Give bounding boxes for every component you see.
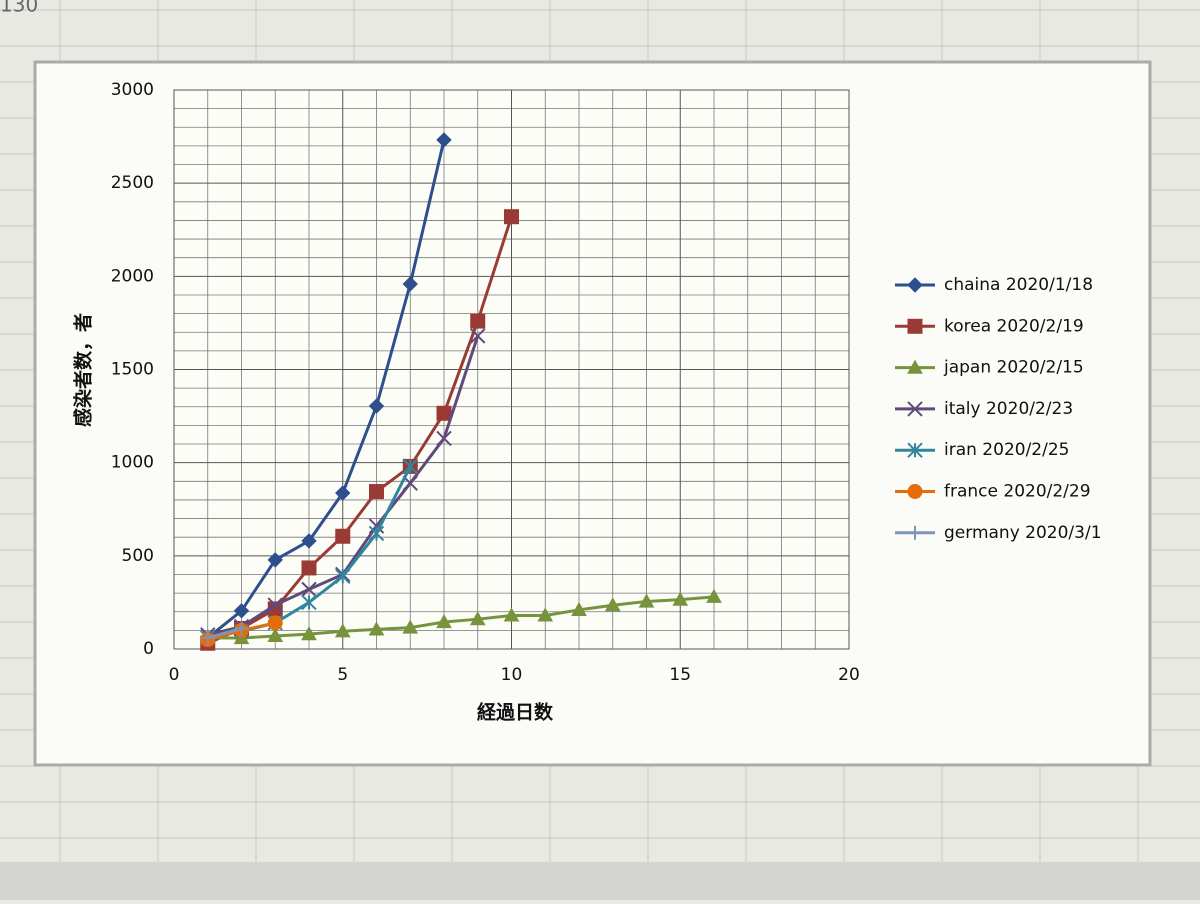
marker [267, 597, 283, 613]
scrollbar[interactable] [0, 862, 1200, 900]
marker [368, 525, 385, 542]
marker [335, 528, 351, 544]
marker [470, 313, 486, 329]
marker [907, 277, 923, 293]
legend-label: iran 2020/2/25 [944, 440, 1069, 460]
marker [907, 359, 923, 374]
marker [267, 615, 283, 631]
x-tick-label: 0 [169, 665, 180, 685]
marker [301, 594, 317, 611]
marker [907, 401, 923, 417]
legend-label: italy 2020/2/23 [944, 399, 1073, 419]
legend-label: germany 2020/3/1 [944, 523, 1102, 543]
marker [233, 603, 250, 619]
y-tick-label: 2500 [111, 173, 154, 193]
marker [335, 485, 351, 501]
series-line [207, 595, 715, 640]
marker [503, 607, 520, 622]
x-tick-label: 10 [501, 665, 523, 685]
marker [334, 623, 351, 638]
marker [908, 525, 922, 540]
marker [672, 591, 689, 606]
x-tick-label: 15 [669, 665, 691, 685]
marker [907, 442, 923, 458]
x-tick-label: 20 [838, 665, 860, 685]
y-tick-label: 3000 [111, 80, 154, 100]
marker [301, 626, 317, 641]
marker [706, 588, 722, 603]
marker [907, 484, 923, 499]
series-line [206, 139, 446, 639]
y-axis-title: 感染者数，者 [72, 313, 95, 427]
marker [638, 593, 655, 608]
y-tick-label: 2000 [111, 266, 154, 286]
marker [571, 601, 587, 616]
x-tick-label: 5 [337, 665, 348, 685]
y-tick-label: 1000 [111, 453, 154, 473]
marker [436, 405, 452, 421]
series-line [207, 216, 513, 645]
legend-label: chaina 2020/1/18 [944, 275, 1093, 295]
marker [436, 430, 452, 447]
y-tick-label: 500 [122, 546, 154, 566]
marker [470, 328, 486, 344]
legend-label: korea 2020/2/19 [944, 316, 1084, 336]
y-tick-label: 0 [143, 639, 154, 659]
marker [402, 276, 418, 292]
marker [537, 607, 554, 622]
marker [402, 458, 418, 475]
row-label: 130 [0, 0, 38, 17]
y-tick-label: 1500 [111, 360, 154, 380]
marker [436, 613, 452, 629]
marker [267, 552, 283, 568]
marker [368, 398, 385, 414]
marker [301, 560, 317, 576]
marker [368, 621, 385, 636]
marker [504, 209, 519, 225]
series-line [207, 627, 242, 640]
marker [301, 581, 317, 598]
marker [234, 621, 249, 636]
marker [402, 619, 419, 634]
marker [301, 533, 317, 549]
marker [469, 611, 486, 626]
marker [436, 132, 452, 148]
x-axis-title: 経過日数 [477, 701, 554, 724]
marker [267, 627, 284, 643]
marker [907, 318, 923, 334]
legend-label: japan 2020/2/15 [943, 358, 1084, 378]
legend-label: france 2020/2/29 [944, 482, 1091, 502]
marker [200, 630, 215, 645]
marker [369, 484, 384, 500]
marker [335, 568, 351, 585]
marker [604, 597, 621, 612]
